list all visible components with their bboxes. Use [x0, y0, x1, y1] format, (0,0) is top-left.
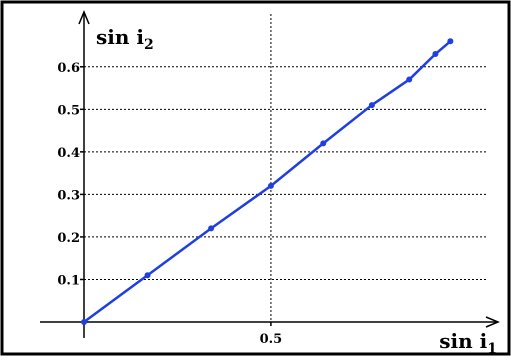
y-tick-label-4: 0.5: [57, 103, 80, 118]
y-tick-label-2: 0.3: [57, 188, 80, 203]
axis-layer: [40, 10, 500, 338]
y-axis-label: sin i2: [96, 25, 154, 53]
data-point-0-8: [447, 38, 454, 45]
x-axis-label-base: sin i: [439, 329, 487, 353]
data-point-0-3: [267, 182, 274, 189]
y-tick-label-3: 0.4: [57, 146, 80, 161]
data-point-0-7: [432, 51, 439, 58]
x-axis-arrow: [485, 316, 500, 328]
y-tick-label-1: 0.2: [57, 231, 80, 246]
data-point-0-1: [144, 272, 151, 279]
x-axis-label-subscript: 1: [487, 341, 497, 356]
series-layer: [81, 38, 454, 325]
data-point-0-4: [320, 140, 327, 147]
y-tick-label-5: 0.6: [57, 61, 80, 76]
data-point-0-5: [368, 102, 375, 109]
data-point-0-6: [406, 76, 413, 83]
y-axis-arrow: [78, 10, 90, 25]
x-axis-label: sin i1: [439, 329, 497, 356]
y-axis-label-base: sin i: [96, 25, 144, 49]
grid-layer: [84, 14, 488, 322]
tick-layer: 0.1 0.2 0.3 0.4 0.5 0.6 0.5: [57, 61, 282, 347]
data-point-0-0: [81, 319, 87, 325]
data-point-0-2: [208, 225, 215, 232]
y-tick-label-0: 0.1: [57, 273, 80, 288]
x-tick-label-0: 0.5: [260, 332, 283, 347]
y-axis-label-subscript: 2: [144, 37, 154, 53]
